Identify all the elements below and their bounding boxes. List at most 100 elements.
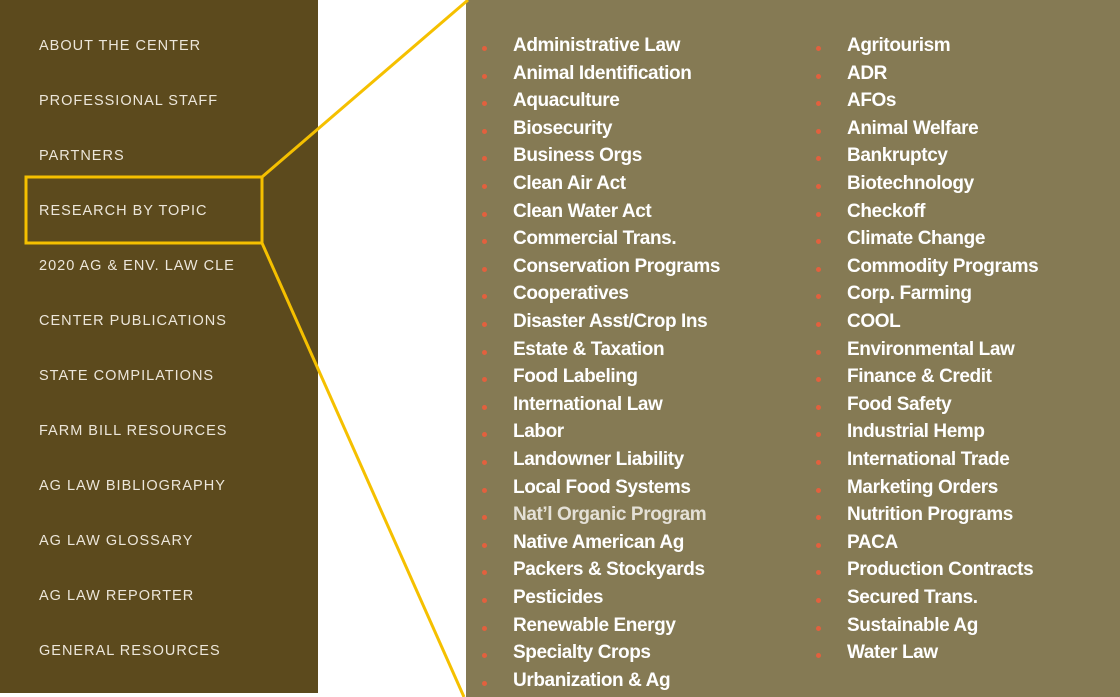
topic-link[interactable]: Disaster Asst/Crop Ins: [513, 311, 708, 332]
topic-link[interactable]: Aquaculture: [513, 90, 620, 112]
menu-link[interactable]: STATE COMPILATIONS: [39, 368, 215, 384]
bullet: [816, 432, 821, 438]
topic-link[interactable]: Animal Welfare: [847, 117, 979, 139]
topic-link[interactable]: Estate & Taxation: [513, 338, 665, 360]
bullet: [816, 653, 821, 659]
topic-link[interactable]: Biotechnology: [847, 173, 974, 194]
bullet: [816, 460, 821, 465]
topic-link[interactable]: Labor: [513, 421, 564, 443]
bullet: [482, 680, 487, 686]
topic-link[interactable]: Native American Ag: [513, 531, 684, 553]
menu-link[interactable]: AG LAW GLOSSARY: [39, 533, 194, 549]
bullet: [816, 266, 821, 272]
topic-link[interactable]: COOL: [847, 311, 901, 332]
bullet: [816, 156, 821, 162]
callout-line: [260, 242, 466, 697]
bullet: [482, 598, 487, 603]
topic-link[interactable]: Secured Trans.: [847, 587, 978, 608]
topic-link[interactable]: Animal Identification: [513, 62, 692, 84]
topic-link[interactable]: Finance & Credit: [847, 366, 992, 388]
topic-link[interactable]: Marketing Orders: [847, 476, 998, 498]
bullet: [482, 211, 487, 217]
topic-link[interactable]: Nat’l Organic Program: [513, 504, 707, 526]
topic-link[interactable]: Clean Air Act: [513, 173, 626, 194]
topic-link[interactable]: Climate Change: [847, 228, 985, 250]
bullet: [816, 294, 821, 300]
topic-link[interactable]: Cooperatives: [513, 283, 629, 305]
bullet: [482, 266, 487, 272]
topic-link[interactable]: Nutrition Programs: [847, 504, 1013, 526]
bullet: [482, 73, 487, 79]
topic-link[interactable]: Commercial Trans.: [513, 228, 677, 250]
bullet: [816, 239, 821, 245]
topic-link[interactable]: Food Safety: [847, 393, 952, 415]
bullet: [482, 487, 487, 493]
topic-link[interactable]: Urbanization & Ag: [513, 669, 671, 691]
bullet: [482, 46, 487, 51]
menu-link[interactable]: AG LAW REPORTER: [39, 588, 195, 604]
topic-link[interactable]: Sustainable Ag: [847, 614, 978, 636]
menu-link[interactable]: FARM BILL RESOURCES: [39, 423, 228, 439]
topic-link[interactable]: Landowner Liability: [513, 449, 684, 470]
bullet: [482, 542, 487, 548]
bullet: [482, 294, 487, 300]
bullet: [482, 349, 487, 355]
bullet: [482, 515, 487, 521]
topic-link[interactable]: Water Law: [847, 642, 938, 664]
topic-link[interactable]: Business Orgs: [513, 145, 642, 167]
menu-link[interactable]: ABOUT THE CENTER: [39, 38, 202, 54]
menu-link[interactable]: GENERAL RESOURCES: [39, 643, 221, 659]
menu-link[interactable]: 2020 AG & ENV. LAW CLE: [39, 258, 235, 274]
bullet: [816, 322, 821, 327]
topic-link[interactable]: Checkoff: [847, 200, 926, 222]
topic-link[interactable]: Commodity Programs: [847, 255, 1039, 277]
topic-link[interactable]: Food Labeling: [513, 366, 638, 388]
menu-link[interactable]: PROFESSIONAL STAFF: [39, 93, 219, 109]
bullet: [816, 625, 821, 631]
topic-link[interactable]: ADR: [847, 62, 887, 84]
topic-link[interactable]: Administrative Law: [513, 35, 681, 56]
topics-panel: Administrative Law Animal Identification A…: [466, 0, 1120, 697]
bullet: [816, 377, 821, 383]
bullet: [816, 128, 821, 134]
topic-link[interactable]: Local Food Systems: [513, 476, 691, 498]
bullet: [482, 239, 487, 245]
menu-link[interactable]: CENTER PUBLICATIONS: [39, 313, 227, 329]
topic-link[interactable]: Clean Water Act: [513, 200, 652, 222]
topic-link[interactable]: Pesticides: [513, 587, 603, 608]
bullet: [816, 404, 821, 410]
topic-link[interactable]: International Trade: [847, 449, 1010, 470]
menu-link[interactable]: RESEARCH BY TOPIC: [39, 203, 208, 219]
topic-link[interactable]: Biosecurity: [513, 117, 613, 139]
bullet: [816, 184, 821, 189]
topic-link[interactable]: Conservation Programs: [513, 255, 720, 277]
menu-link[interactable]: PARTNERS: [39, 148, 125, 164]
bullet: [816, 46, 821, 51]
bullet: [482, 432, 487, 438]
bullet: [482, 404, 487, 410]
bullet: [816, 570, 821, 576]
topic-link[interactable]: Bankruptcy: [847, 145, 948, 167]
topic-link[interactable]: Environmental Law: [847, 338, 1015, 360]
bullet: [816, 598, 821, 603]
highlight-box: [24, 175, 264, 245]
sidebar: ABOUT THE CENTER PROFESSIONAL STAFF PARTNE…: [0, 0, 318, 693]
topic-link[interactable]: Agritourism: [847, 35, 951, 56]
topic-link[interactable]: International Law: [513, 393, 663, 415]
topic-link[interactable]: PACA: [847, 531, 898, 553]
topic-link[interactable]: Industrial Hemp: [847, 421, 985, 443]
topic-link[interactable]: Specialty Crops: [513, 642, 651, 664]
topic-link[interactable]: Production Contracts: [847, 559, 1034, 581]
bullet: [816, 515, 821, 521]
topic-link[interactable]: Corp. Farming: [847, 283, 972, 305]
bullet: [816, 487, 821, 493]
topic-link[interactable]: Packers & Stockyards: [513, 559, 705, 581]
bullet: [482, 184, 487, 189]
bullet: [482, 128, 487, 134]
bullet: [482, 653, 487, 659]
topic-link[interactable]: Renewable Energy: [513, 614, 676, 636]
topic-link[interactable]: AFOs: [847, 90, 897, 112]
menu-link[interactable]: AG LAW BIBLIOGRAPHY: [39, 478, 226, 494]
